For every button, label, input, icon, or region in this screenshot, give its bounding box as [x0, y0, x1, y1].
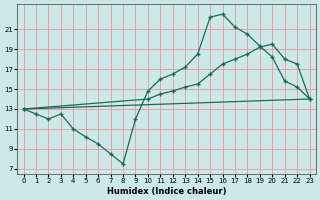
X-axis label: Humidex (Indice chaleur): Humidex (Indice chaleur) [107, 187, 226, 196]
